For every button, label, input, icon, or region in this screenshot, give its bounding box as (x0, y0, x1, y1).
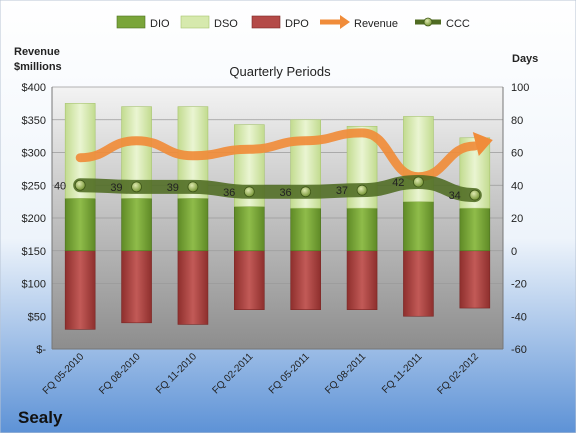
ccc-marker (131, 181, 142, 193)
dpo-bar (403, 250, 434, 317)
left-tick-label: $350 (22, 115, 46, 127)
ccc-data-label: 39 (110, 182, 122, 194)
ccc-data-label: 34 (449, 190, 461, 202)
dpo-bar (177, 250, 209, 325)
ccc-marker (413, 176, 424, 188)
ccc-data-label: 36 (279, 187, 291, 199)
right-tick-label: -20 (511, 279, 527, 291)
dpo-bar (346, 250, 378, 311)
right-tick-label: 0 (511, 246, 517, 258)
right-tick-label: 40 (511, 180, 523, 192)
right-tick-label: 20 (511, 213, 523, 225)
legend-marker-ccc (423, 17, 433, 27)
line-layer: 40 39 39 36 36 37 42 34 (54, 128, 493, 203)
left-tick-label: $250 (22, 180, 46, 192)
left-tick-label: $100 (22, 279, 46, 291)
ccc-data-label: 37 (336, 185, 348, 197)
ccc-data-label: 39 (167, 182, 179, 194)
dpo-bar (290, 250, 321, 311)
revenue-arrowhead (472, 131, 493, 156)
right-tick-label: 80 (511, 115, 523, 127)
ccc-marker (469, 189, 481, 201)
right-tick-label: -40 (511, 311, 527, 323)
company-name: Sealy (18, 408, 63, 427)
left-axis-label-line1: Revenue (14, 46, 60, 58)
dpo-bar (64, 250, 96, 330)
ccc-marker (243, 186, 255, 198)
dio-bar (121, 198, 152, 252)
dio-bar (403, 201, 434, 252)
left-tick-label: $50 (28, 311, 46, 323)
legend-swatch-dio (116, 15, 146, 29)
chart-title: Quarterly Periods (229, 64, 331, 79)
ccc-data-label: 40 (54, 180, 66, 192)
legend-label-dio: DIO (150, 18, 170, 30)
ccc-marker (356, 184, 368, 196)
ccc-marker (187, 181, 199, 193)
right-tick-label: 100 (511, 82, 529, 94)
ccc-data-label: 42 (392, 177, 404, 189)
dpo-bar (459, 250, 491, 309)
ccc-data-label: 36 (223, 187, 235, 199)
legend: DIO DSO DPO Revenue CCC (116, 15, 470, 30)
dio-bar (234, 206, 265, 252)
legend-label-dso: DSO (214, 18, 238, 30)
dpo-bar (234, 250, 265, 311)
legend-swatch-dpo (251, 15, 281, 29)
right-tick-label: -60 (511, 344, 527, 356)
dio-bar (459, 207, 491, 252)
left-tick-label: $150 (22, 246, 46, 258)
ccc-marker (74, 179, 86, 191)
legend-label-ccc: CCC (446, 18, 470, 30)
left-tick-label: $200 (22, 213, 46, 225)
left-tick-label: $300 (22, 148, 46, 160)
legend-arrowhead-revenue (340, 15, 350, 29)
left-axis-label-line2: $millions (14, 61, 62, 73)
left-tick-label: $400 (22, 82, 46, 94)
right-axis-label: Days (512, 53, 538, 65)
ccc-marker (300, 186, 312, 198)
left-tick-label: $- (36, 344, 46, 356)
right-tick-label: 60 (511, 148, 523, 160)
dio-bar (64, 198, 96, 252)
legend-label-dpo: DPO (285, 18, 309, 30)
dpo-bar (121, 250, 152, 324)
dio-bar (177, 198, 209, 252)
dio-bar (290, 207, 321, 252)
legend-swatch-dso (180, 15, 210, 29)
dio-bar (346, 207, 378, 252)
legend-label-revenue: Revenue (354, 18, 398, 30)
